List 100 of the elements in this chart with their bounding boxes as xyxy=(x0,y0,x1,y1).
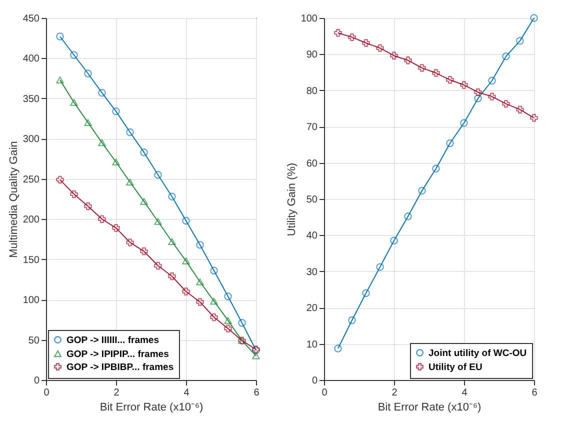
point xyxy=(474,94,482,102)
y-tick-label: 450 xyxy=(22,14,40,24)
point xyxy=(98,88,106,97)
legend-label: GOP -> IIIIII... frames xyxy=(66,334,159,346)
point xyxy=(432,164,440,172)
point xyxy=(182,258,190,264)
point xyxy=(84,119,92,126)
point xyxy=(140,198,148,205)
point xyxy=(446,76,454,84)
y-tick-label: 90 xyxy=(306,50,318,61)
y-tick-label: 350 xyxy=(22,94,40,105)
point xyxy=(516,106,524,114)
y-tick-label: 200 xyxy=(22,214,40,226)
y-axis-title: Utility Gain (%) xyxy=(286,162,298,236)
y-tick-label: 10 xyxy=(306,339,318,350)
point xyxy=(112,224,120,232)
point xyxy=(154,171,162,179)
point xyxy=(390,52,398,60)
point xyxy=(376,263,384,271)
point xyxy=(348,33,356,42)
y-tick-label: 150 xyxy=(22,254,40,266)
point xyxy=(182,288,190,296)
y-tick-label: 30 xyxy=(306,266,318,278)
point xyxy=(224,317,232,324)
point xyxy=(112,158,120,166)
legend-label: Utility of EU xyxy=(428,362,482,373)
point xyxy=(488,92,496,100)
point xyxy=(404,56,412,64)
point xyxy=(154,218,162,225)
point xyxy=(126,238,134,246)
point xyxy=(460,81,468,89)
x-tick-label: 0 xyxy=(322,388,328,398)
x-tick-label: 2 xyxy=(114,388,120,398)
point xyxy=(210,298,218,305)
point xyxy=(238,319,246,327)
point xyxy=(224,292,232,300)
point xyxy=(376,44,384,52)
point xyxy=(502,52,510,60)
point xyxy=(362,289,370,297)
y-tick-label: 250 xyxy=(22,174,40,186)
point xyxy=(210,313,218,322)
point xyxy=(418,64,426,72)
point xyxy=(154,262,162,270)
point xyxy=(418,186,426,195)
point xyxy=(98,139,106,146)
point xyxy=(334,344,342,352)
point xyxy=(168,192,176,200)
legend-label: GOP -> IPBIBP... frames xyxy=(66,362,174,373)
point xyxy=(460,119,468,127)
y-tick-label: 50 xyxy=(306,194,318,206)
point xyxy=(196,241,204,249)
point xyxy=(56,32,64,40)
y-tick-label: 400 xyxy=(22,54,40,65)
point xyxy=(530,14,538,22)
point xyxy=(474,88,482,96)
point xyxy=(56,76,64,84)
point xyxy=(530,114,538,122)
point xyxy=(70,51,78,59)
y-tick-label: 20 xyxy=(306,303,318,314)
y-tick-label: 80 xyxy=(306,86,318,97)
y-tick-label: 100 xyxy=(300,14,318,24)
y-axis-title: Multimedia Quality Gain xyxy=(8,141,20,258)
x-tick-label: 6 xyxy=(254,388,260,398)
point xyxy=(488,76,496,84)
y-tick-label: 0 xyxy=(312,376,318,386)
legend-label: Joint utility of WC-OU xyxy=(428,348,527,359)
point xyxy=(362,39,370,47)
y-tick-label: 100 xyxy=(22,295,40,306)
point xyxy=(432,69,440,77)
y-tick-label: 60 xyxy=(306,158,318,170)
point xyxy=(140,247,148,256)
point xyxy=(516,36,524,45)
point xyxy=(140,148,148,156)
y-tick-label: 300 xyxy=(22,134,40,146)
y-tick-label: 40 xyxy=(306,230,318,242)
point xyxy=(196,278,204,286)
point xyxy=(70,99,78,106)
point xyxy=(84,70,92,78)
point xyxy=(56,176,64,184)
x-tick-label: 4 xyxy=(462,388,468,398)
point xyxy=(112,107,120,116)
point xyxy=(182,216,190,225)
point xyxy=(224,324,232,332)
point xyxy=(446,139,454,148)
x-tick-label: 6 xyxy=(532,388,538,398)
point xyxy=(84,202,92,210)
point xyxy=(196,298,204,306)
point xyxy=(348,316,356,324)
point xyxy=(168,238,176,246)
legend-label: GOP -> IPIPIP... frames xyxy=(66,348,169,360)
point xyxy=(70,190,78,198)
point xyxy=(126,128,134,136)
y-tick-label: 50 xyxy=(28,335,40,346)
point xyxy=(210,266,218,274)
y-tick-label: 0 xyxy=(34,376,40,386)
x-axis-title: Bit Error Rate (x10⁻⁶) xyxy=(100,402,204,414)
point xyxy=(252,352,260,360)
x-tick-label: 4 xyxy=(184,388,190,398)
y-tick-label: 70 xyxy=(306,122,318,134)
point xyxy=(404,212,412,220)
